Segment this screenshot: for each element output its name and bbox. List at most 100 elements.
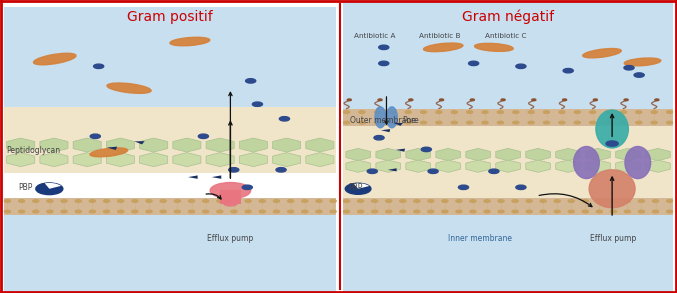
Ellipse shape	[596, 110, 628, 148]
Circle shape	[624, 210, 630, 213]
Circle shape	[574, 121, 580, 124]
Circle shape	[624, 66, 634, 70]
Ellipse shape	[625, 146, 651, 178]
Bar	[4, 143, 336, 145]
Circle shape	[198, 134, 209, 139]
Circle shape	[611, 210, 617, 213]
Bar	[4, 139, 336, 142]
Circle shape	[554, 210, 561, 213]
Circle shape	[5, 210, 10, 213]
Circle shape	[104, 210, 110, 213]
Circle shape	[544, 111, 550, 113]
Text: Pore: Pore	[403, 116, 420, 125]
Circle shape	[259, 200, 265, 202]
Circle shape	[439, 99, 443, 101]
Circle shape	[378, 45, 389, 50]
Ellipse shape	[90, 148, 128, 157]
Circle shape	[288, 210, 294, 213]
Circle shape	[651, 121, 657, 124]
Polygon shape	[396, 149, 405, 152]
Circle shape	[620, 121, 626, 124]
Circle shape	[18, 210, 24, 213]
Bar	[4, 138, 336, 140]
Bar	[4, 129, 336, 131]
Circle shape	[590, 111, 596, 113]
Circle shape	[229, 168, 239, 172]
Circle shape	[343, 111, 349, 113]
Circle shape	[436, 111, 442, 113]
Polygon shape	[212, 176, 221, 179]
Text: Inner membrane: Inner membrane	[448, 234, 512, 243]
Circle shape	[638, 210, 645, 213]
Circle shape	[468, 61, 479, 66]
Bar	[4, 141, 336, 144]
Circle shape	[188, 210, 194, 213]
Bar	[4, 166, 336, 168]
Circle shape	[484, 210, 490, 213]
Ellipse shape	[170, 37, 210, 46]
Circle shape	[563, 69, 573, 73]
Circle shape	[451, 121, 457, 124]
Bar	[4, 120, 336, 122]
Circle shape	[188, 200, 194, 202]
Ellipse shape	[583, 49, 621, 58]
Ellipse shape	[210, 183, 250, 199]
Circle shape	[302, 200, 308, 202]
Bar	[4, 145, 336, 147]
Circle shape	[357, 210, 364, 213]
Circle shape	[532, 99, 536, 101]
Circle shape	[47, 200, 53, 202]
Circle shape	[611, 200, 617, 202]
Circle shape	[540, 210, 546, 213]
Text: Efflux pump: Efflux pump	[590, 234, 636, 243]
Circle shape	[253, 102, 263, 106]
Circle shape	[428, 169, 438, 173]
Circle shape	[160, 200, 167, 202]
Circle shape	[620, 111, 626, 113]
Circle shape	[667, 121, 672, 124]
Circle shape	[563, 99, 567, 101]
Bar	[4, 162, 336, 165]
Circle shape	[544, 121, 550, 124]
Text: Peptidoglycan: Peptidoglycan	[6, 146, 60, 155]
Ellipse shape	[589, 170, 635, 208]
Circle shape	[582, 200, 588, 202]
Circle shape	[242, 185, 253, 190]
Bar	[4, 161, 336, 163]
Circle shape	[540, 200, 546, 202]
Circle shape	[653, 210, 659, 213]
Text: Gram positif: Gram positif	[127, 10, 213, 24]
Circle shape	[582, 210, 588, 213]
Circle shape	[245, 200, 251, 202]
Circle shape	[386, 210, 392, 213]
Circle shape	[456, 200, 462, 202]
Circle shape	[420, 111, 427, 113]
Bar	[4, 168, 336, 170]
Bar	[4, 157, 336, 159]
Circle shape	[316, 210, 322, 213]
Circle shape	[466, 111, 473, 113]
Text: Outer membrane: Outer membrane	[350, 116, 416, 125]
Bar	[343, 197, 673, 215]
Circle shape	[442, 200, 448, 202]
Circle shape	[18, 200, 24, 202]
Bar	[4, 197, 336, 215]
Bar	[4, 118, 336, 121]
Text: Antibiotic A: Antibiotic A	[353, 33, 395, 39]
Circle shape	[359, 111, 365, 113]
Circle shape	[470, 200, 476, 202]
Bar	[4, 131, 336, 133]
Circle shape	[259, 210, 265, 213]
Circle shape	[378, 99, 382, 101]
Bar	[4, 159, 336, 161]
Circle shape	[374, 111, 380, 113]
Circle shape	[512, 200, 518, 202]
Circle shape	[516, 64, 526, 69]
Circle shape	[636, 111, 642, 113]
Circle shape	[217, 210, 223, 213]
Circle shape	[374, 121, 380, 124]
Circle shape	[605, 121, 611, 124]
Circle shape	[516, 185, 526, 190]
Circle shape	[390, 111, 396, 113]
Bar	[4, 136, 336, 138]
